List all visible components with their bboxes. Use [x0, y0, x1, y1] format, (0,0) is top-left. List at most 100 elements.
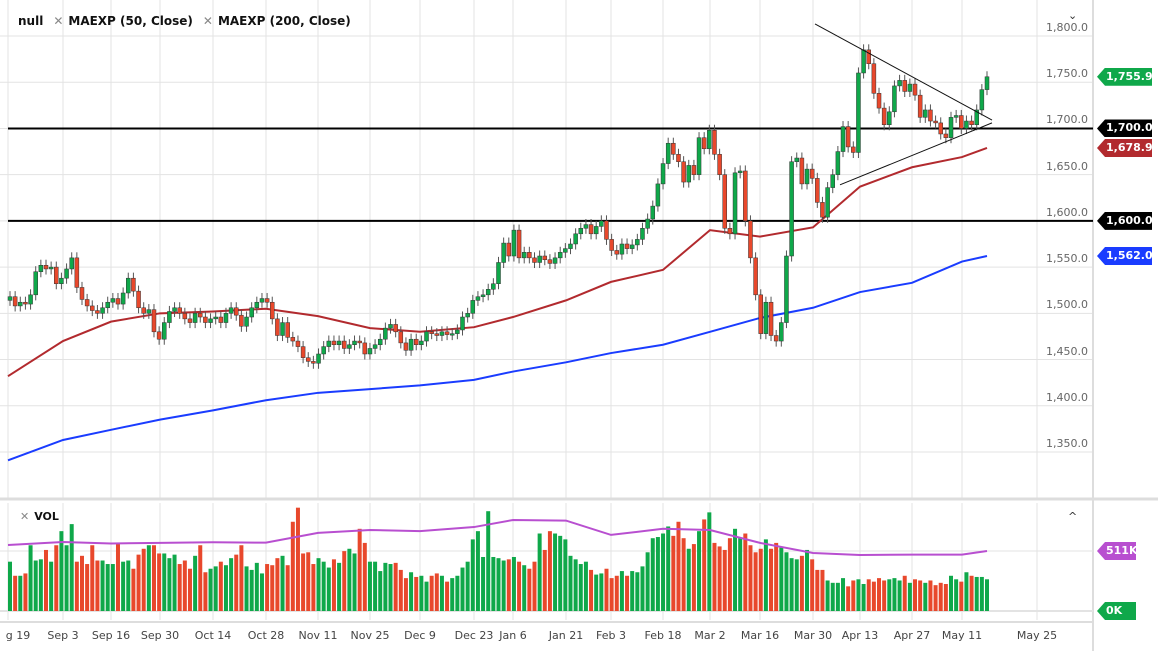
candle-body: [460, 316, 465, 331]
volume-bar: [851, 580, 856, 611]
volume-bar: [213, 566, 218, 611]
candle-body: [547, 259, 553, 264]
volume-bar: [470, 539, 475, 611]
candle-body: [568, 243, 573, 249]
candle-body: [845, 126, 851, 148]
volume-bar: [650, 538, 655, 611]
volume-bar: [105, 564, 110, 611]
volume-bar: [218, 561, 223, 611]
x-icon[interactable]: ✕: [20, 510, 30, 523]
candle-body: [213, 316, 218, 320]
volume-bar: [594, 574, 599, 611]
candle-body: [820, 202, 825, 218]
volume-bar: [599, 573, 604, 611]
candle-body: [69, 257, 74, 270]
volume-bar: [110, 564, 115, 611]
y-tick-label: 1,750.0: [1046, 67, 1088, 81]
candle-body: [511, 229, 517, 257]
volume-bar: [681, 538, 686, 611]
volume-bar: [59, 531, 64, 611]
candle-body: [115, 298, 121, 305]
x-icon[interactable]: ✕: [53, 14, 64, 28]
volume-label: VOL: [34, 510, 59, 523]
x-tick-label: Feb 3: [596, 629, 626, 642]
volume-bar: [882, 580, 887, 611]
candle-body: [95, 310, 100, 314]
chevron-up-icon[interactable]: ^: [1068, 510, 1078, 523]
volume-tag: 0K: [1097, 602, 1136, 620]
candle-body: [311, 361, 316, 364]
x-tick-label: Nov 25: [350, 629, 390, 642]
candle-body: [655, 183, 661, 207]
candle-body: [619, 243, 625, 255]
volume-bar: [743, 533, 748, 611]
volume-bar: [969, 575, 974, 611]
volume-bar: [383, 562, 388, 611]
candle-body: [23, 301, 28, 305]
candle-body: [876, 93, 882, 109]
volume-bar: [223, 565, 228, 611]
x-tick-label: Dec 9: [404, 629, 436, 642]
candle-body: [799, 157, 805, 185]
candle-body: [588, 224, 594, 235]
candle-body: [377, 338, 383, 345]
volume-bar: [727, 538, 732, 611]
volume-bar: [913, 579, 918, 611]
candle-body: [54, 266, 59, 284]
candle-body: [506, 242, 512, 257]
candle-body: [470, 300, 476, 314]
y-tick-label: 1,350.0: [1046, 436, 1088, 450]
candle-body: [393, 324, 398, 333]
candle-body: [871, 63, 877, 94]
volume-bar: [419, 575, 424, 611]
volume-bar: [249, 569, 254, 611]
volume-bar: [121, 561, 126, 611]
x-tick-label: Dec 23: [454, 629, 494, 642]
candle-body: [583, 224, 589, 229]
volume-bar: [640, 566, 645, 611]
volume-bar: [172, 554, 177, 611]
volume-bar: [146, 545, 151, 611]
candle-body: [676, 154, 681, 162]
volume-bar: [573, 559, 578, 611]
candle-body: [552, 257, 558, 264]
candle-body: [347, 344, 352, 349]
candle-body: [321, 346, 326, 355]
volume-bar: [465, 561, 470, 611]
x-tick-label: May 25: [1016, 629, 1058, 642]
candle-body: [804, 168, 810, 185]
volume-bar: [902, 575, 907, 611]
x-tick-label: Jan 6: [499, 629, 527, 642]
volume-bar: [949, 575, 954, 611]
volume-bar: [784, 552, 789, 611]
volume-bar: [897, 580, 902, 611]
volume-bar: [866, 579, 871, 611]
candle-body: [208, 318, 213, 323]
volume-bar: [794, 559, 799, 611]
candle-body: [352, 340, 357, 345]
candle-body: [794, 157, 799, 162]
candle-body: [187, 318, 193, 323]
candle-body: [424, 331, 429, 342]
x-tick-label: Nov 11: [298, 629, 338, 642]
candle-body: [465, 313, 470, 318]
volume-bar: [49, 561, 54, 611]
volume-bar: [157, 553, 162, 611]
y-tick-label: 1,600.0: [1046, 205, 1088, 219]
volume-bar: [799, 555, 804, 611]
candle-body: [722, 174, 728, 229]
candle-body: [362, 342, 368, 355]
candle-body: [969, 120, 974, 125]
candle-body: [604, 220, 609, 240]
candle-body: [372, 344, 378, 349]
candle-body: [429, 331, 434, 334]
volume-bar: [439, 575, 444, 611]
candle-body: [403, 342, 409, 351]
candle-body: [902, 80, 907, 92]
volume-bar: [316, 558, 321, 611]
chevron-down-icon[interactable]: ⌄: [1068, 9, 1078, 22]
y-tick-label: 1,450.0: [1046, 344, 1088, 358]
volume-bar: [203, 572, 208, 611]
x-icon[interactable]: ✕: [202, 14, 213, 28]
